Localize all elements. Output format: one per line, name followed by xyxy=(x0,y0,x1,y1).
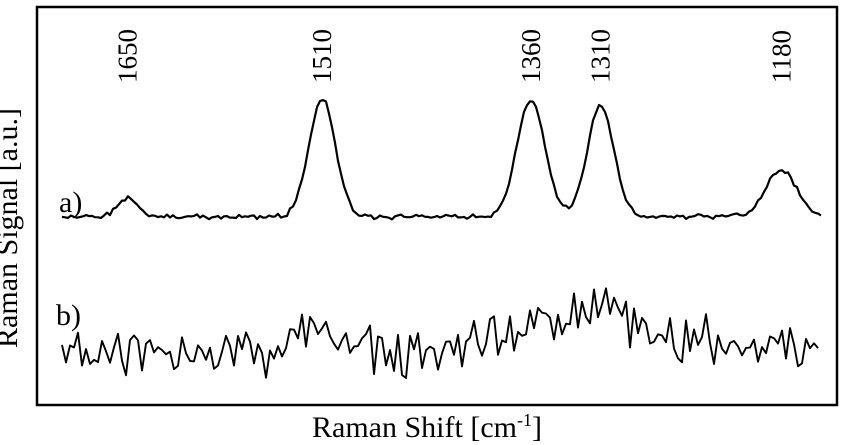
series-label-b: b) xyxy=(56,299,81,332)
series-label-a: a) xyxy=(59,186,82,219)
peak-and-series-labels: a) b) 1650 1510 1360 1310 1180 xyxy=(56,29,796,332)
y-axis-label: Raman Signal [a.u.] xyxy=(0,108,24,348)
peak-label-1510: 1510 xyxy=(307,29,337,83)
x-axis-label-main: Raman Shift [cm xyxy=(312,411,517,444)
x-axis-label-superscript: -1 xyxy=(517,410,532,430)
x-axis-label-close: ] xyxy=(532,411,542,444)
plot-frame xyxy=(35,5,839,407)
peak-label-1310: 1310 xyxy=(585,29,615,83)
spectra-traces xyxy=(61,99,822,379)
spectrum-a-trace xyxy=(61,99,822,221)
peak-label-1650: 1650 xyxy=(112,29,142,83)
peak-label-1180: 1180 xyxy=(766,30,796,83)
peak-label-1360: 1360 xyxy=(516,29,546,83)
x-axis-label: Raman Shift [cm-1] xyxy=(312,410,542,444)
spectrum-b-trace xyxy=(61,287,819,379)
